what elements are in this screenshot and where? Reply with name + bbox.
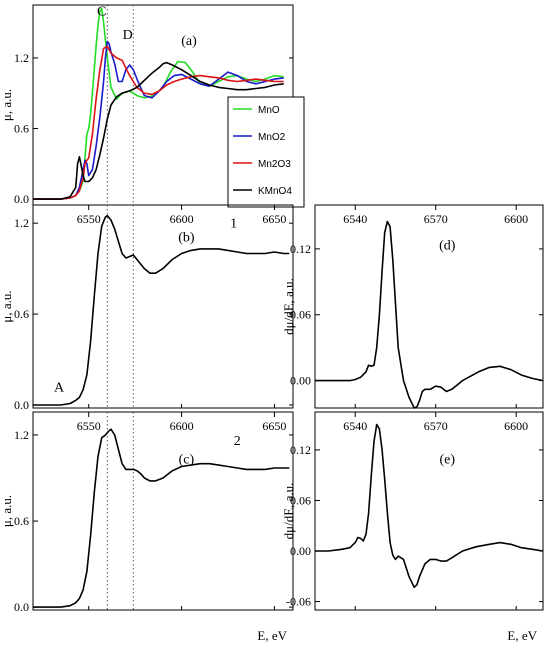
panel-label: (d): [439, 239, 456, 254]
panel-label: (c): [179, 452, 195, 467]
y-tick-label: 0.6: [14, 122, 29, 136]
y-axis-title: μ, a.u.: [0, 89, 14, 121]
legend: MnO MnO2 Mn2O3 KMnO4: [227, 96, 305, 208]
series-line-mn2o3: [33, 45, 284, 200]
x-tick-label: 6600: [170, 212, 194, 226]
x-tick-label: 6600: [504, 419, 528, 433]
y-tick-label: 0.6: [14, 307, 29, 321]
annotation-2: 2: [234, 434, 241, 449]
x-tick-label: 6570: [424, 419, 448, 433]
y-tick-label: 1.2: [14, 428, 29, 442]
legend-label-mno2: MnO2: [258, 132, 286, 143]
x-tick-label: 6550: [77, 212, 101, 226]
y-tick-label: 0.0: [14, 600, 29, 614]
y-tick-label: 1.2: [14, 216, 29, 230]
plot-frame: [314, 411, 544, 611]
y-tick-label: 0.12: [290, 242, 311, 256]
x-tick-label: 6600: [170, 419, 194, 433]
series-line-d: [315, 220, 544, 409]
annotation-a: A: [54, 380, 65, 395]
legend-box: [227, 96, 305, 208]
y-tick-label: 0.06: [290, 493, 311, 507]
y-tick-label: 0.6: [14, 514, 29, 528]
panel-b: 0.0 0.6 1.2 6550 6600 6650 μ, a.u. (b) 1 A: [0, 204, 294, 412]
plot-frame: [32, 411, 294, 611]
x-tick-label: 6600: [504, 212, 528, 226]
series-line-e: [315, 423, 544, 589]
annotation-1: 1: [230, 217, 237, 232]
plot-frame: [314, 204, 544, 409]
y-axis-title: μ, a.u.: [0, 495, 14, 527]
y-tick-label: 0.0: [14, 398, 29, 412]
y-axis-title: dμ/dE, a.u.: [281, 483, 296, 540]
panel-label: (a): [181, 34, 197, 49]
y-tick-label: 0.0: [14, 192, 29, 206]
panel-a: 0.0 0.6 1.2 μ, a.u. (a) C D MnO MnO2 Mn2O3 KMnO4: [0, 4, 305, 208]
x-axis-title: E, eV: [507, 628, 537, 643]
panel-d: 0.00 0.06 0.12 6540 6570 6600 dμ/dE, a.u. (d): [281, 204, 544, 409]
x-tick-label: 6540: [343, 212, 367, 226]
panel-label: (b): [178, 231, 195, 246]
x-tick-label: 6550: [77, 419, 101, 433]
y-tick-label: 0.00: [290, 544, 311, 558]
panel-label: (e): [439, 452, 455, 467]
x-tick-label: 6650: [262, 419, 286, 433]
legend-label-mno: MnO: [258, 105, 280, 116]
series-line-c: [33, 428, 290, 608]
y-tick-label: 0.12: [290, 443, 311, 457]
x-tick-label: 6570: [424, 212, 448, 226]
panel-e: -0.06 0.00 0.06 0.12 6540 6570 6600 dμ/dE, a.u.…: [281, 411, 544, 643]
y-tick-label: 0.06: [290, 308, 311, 322]
y-tick-label: 1.2: [14, 51, 29, 65]
y-axis-title: μ, a.u.: [0, 290, 14, 322]
annotation-c: C: [97, 5, 106, 20]
annotation-d: D: [123, 28, 133, 43]
x-axis-title: E, eV: [257, 628, 287, 643]
panel-c: 0.0 0.6 1.2 6550 6600 6650 μ, a.u. E, eV (c) 2: [0, 411, 294, 643]
y-axis-title: dμ/dE, a.u.: [281, 278, 296, 335]
y-tick-label: 0.00: [290, 374, 311, 388]
series-line-b: [33, 214, 290, 406]
plot-frame: [32, 204, 294, 409]
series-line-kmno4: [33, 61, 284, 200]
legend-label-kmno4: KMnO4: [258, 186, 292, 197]
x-tick-label: 6650: [262, 212, 286, 226]
y-tick-label: -0.06: [286, 595, 311, 609]
x-tick-label: 6540: [343, 419, 367, 433]
legend-label-mn2o3: Mn2O3: [258, 159, 291, 170]
